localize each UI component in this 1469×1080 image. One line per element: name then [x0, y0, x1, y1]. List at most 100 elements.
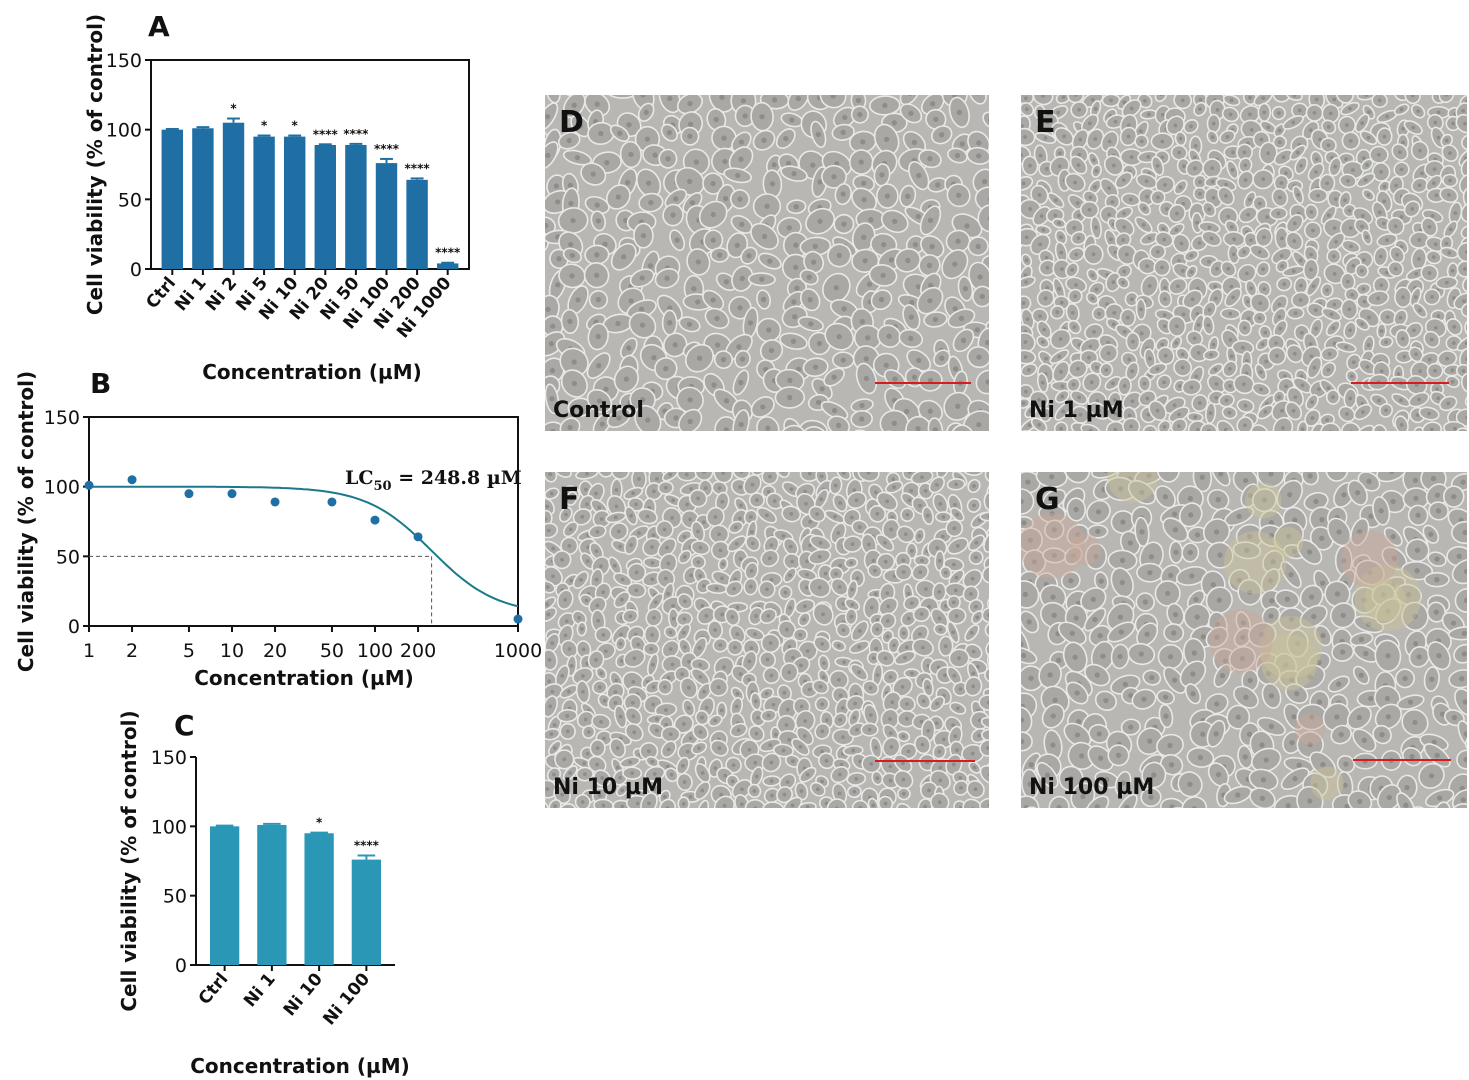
cell-nucleus [1211, 342, 1216, 347]
cell-nucleus [1427, 271, 1432, 275]
cell-nucleus [1146, 412, 1151, 417]
cell-nucleus [630, 700, 635, 705]
cell-nucleus [885, 619, 890, 623]
cell-nucleus [1088, 121, 1092, 126]
cell-nucleus [1284, 384, 1288, 389]
cell-nucleus [771, 702, 776, 707]
cell-nucleus [1296, 762, 1302, 768]
cell-nucleus [771, 97, 778, 103]
cell-nucleus [969, 592, 973, 596]
cell-nucleus [1270, 559, 1276, 565]
cell-nucleus [1412, 328, 1416, 333]
cell-shape [979, 511, 989, 522]
cell-nucleus [867, 727, 872, 732]
cell-nucleus [1059, 300, 1064, 305]
cell-nucleus [1074, 283, 1078, 287]
cell-nucleus [1211, 121, 1216, 126]
cell-nucleus [783, 135, 789, 142]
cell-shape [899, 95, 921, 106]
cell-nucleus [817, 554, 822, 559]
cell-nucleus [1155, 249, 1160, 254]
cell-nucleus [1094, 225, 1098, 230]
cell-nucleus [1399, 107, 1404, 112]
cell-nucleus [549, 491, 554, 496]
cell-nucleus [868, 713, 873, 717]
cell-nucleus [1385, 315, 1390, 320]
cell-nucleus [1401, 126, 1406, 131]
cell-nucleus [667, 320, 673, 326]
cell-nucleus [1213, 367, 1218, 372]
cell-nucleus [738, 379, 744, 386]
cell-nucleus [1291, 714, 1297, 720]
cell-nucleus [738, 485, 743, 490]
cell-shape [896, 802, 913, 808]
cell-nucleus [1071, 382, 1076, 387]
cell-nucleus [568, 200, 574, 207]
cell-nucleus [831, 174, 837, 180]
cell-nucleus [698, 730, 703, 734]
cell-nucleus [1138, 129, 1143, 134]
cell-nucleus [553, 183, 560, 189]
cell-nucleus [733, 525, 738, 530]
cell-nucleus [852, 789, 857, 794]
micrograph-ni-10: F Ni 10 µM [545, 472, 989, 808]
cell-nucleus [571, 102, 577, 108]
cell-nucleus [1431, 181, 1436, 185]
cell-nucleus [1118, 629, 1124, 635]
cell-nucleus [1024, 235, 1029, 240]
cell-nucleus [735, 632, 740, 636]
x-tick-label: Ni 1 [171, 273, 211, 315]
cell-nucleus [617, 130, 623, 136]
cell-nucleus [1038, 153, 1043, 158]
cell-nucleus [815, 512, 819, 516]
cell-nucleus [564, 512, 568, 517]
cell-nucleus [900, 685, 905, 689]
cell-nucleus [1362, 258, 1366, 262]
cell-nucleus [1167, 742, 1173, 749]
cell-nucleus [664, 722, 669, 727]
cell-nucleus [560, 557, 564, 562]
cell-nucleus [1147, 569, 1153, 576]
cell-nucleus [1090, 273, 1095, 278]
significance-marker: **** [435, 246, 461, 260]
cell-nucleus [569, 663, 574, 668]
cell-shape [981, 565, 989, 584]
cell-nucleus [1028, 409, 1033, 414]
cell-nucleus [735, 691, 740, 696]
cell-nucleus [1119, 579, 1125, 586]
cell-nucleus [838, 717, 843, 722]
cell-nucleus [696, 496, 701, 501]
cell-nucleus [738, 156, 744, 162]
cell-nucleus [1180, 365, 1185, 370]
cell-nucleus [937, 589, 942, 594]
cell-nucleus [1242, 754, 1248, 760]
cell-nucleus [1131, 339, 1135, 344]
cell-nucleus [555, 199, 561, 205]
cell-nucleus [567, 543, 572, 548]
cell-nucleus [1094, 672, 1100, 678]
cell-nucleus [815, 787, 820, 792]
cell-shape [1461, 134, 1467, 151]
cell-nucleus [869, 605, 874, 610]
cell-nucleus [1059, 250, 1064, 255]
cell-nucleus [1309, 210, 1314, 214]
tinted-region [1272, 527, 1304, 558]
cell-nucleus [909, 601, 914, 605]
cell-nucleus [614, 488, 619, 492]
cell-nucleus [810, 162, 816, 168]
cell-nucleus [1109, 237, 1113, 242]
cell-nucleus [1463, 597, 1467, 604]
cell-nucleus [1308, 342, 1313, 346]
cell-nucleus [1314, 326, 1319, 331]
cell-nucleus [739, 275, 745, 282]
cell-nucleus [1208, 411, 1213, 415]
cell-nucleus [1340, 612, 1346, 618]
cell-nucleus [1393, 267, 1398, 271]
cell-nucleus [908, 314, 914, 320]
cell-nucleus [1260, 342, 1265, 347]
cell-nucleus [954, 152, 961, 159]
cell-nucleus [888, 764, 893, 769]
cell-nucleus [1177, 424, 1181, 428]
cell-nucleus [759, 114, 765, 120]
cell-shape [982, 111, 989, 129]
